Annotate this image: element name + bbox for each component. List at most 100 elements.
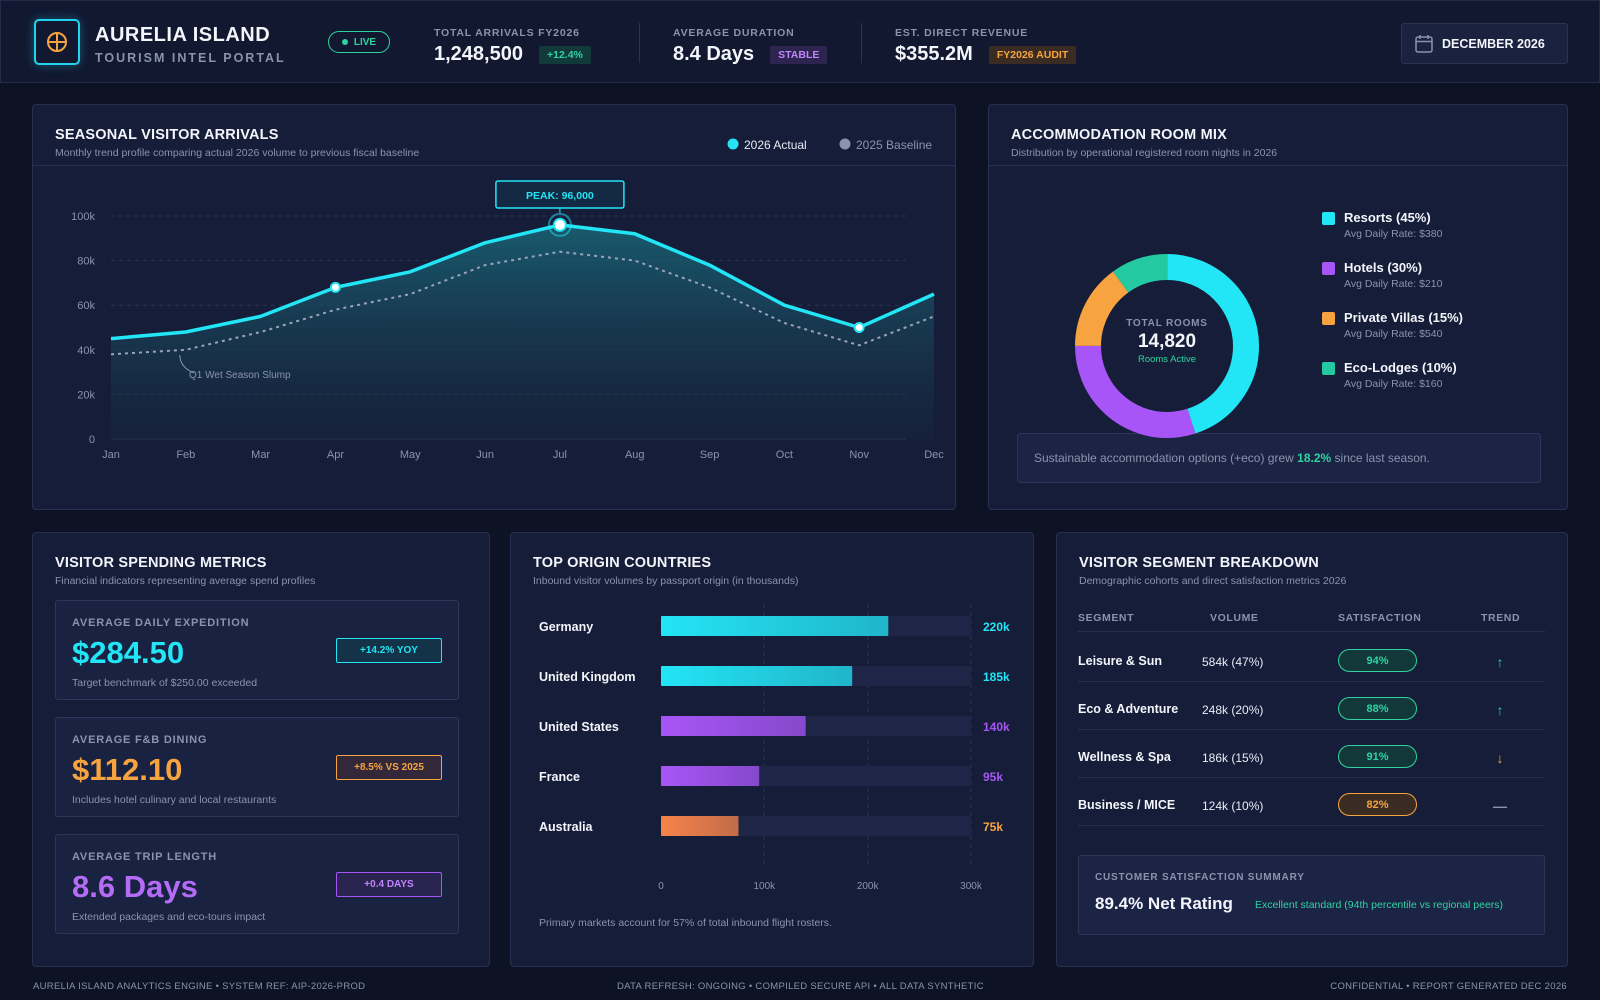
annotation-connector (179, 354, 195, 374)
x-tick-label: Feb (176, 449, 195, 461)
legend-rate: Avg Daily Rate: $380 (1344, 228, 1443, 240)
table-divider (1078, 631, 1545, 632)
bar-value-label: 75k (983, 820, 1003, 834)
data-point-marker (853, 322, 865, 333)
y-tick-label: 80k (77, 256, 95, 268)
legend-name: Private Villas (15%) (1344, 310, 1463, 325)
y-tick-label: 60k (77, 300, 95, 312)
col-header-volume: VOLUME (1210, 612, 1259, 624)
spend-card-daily-expedition: AVERAGE DAILY EXPEDITION $284.50 Target … (55, 600, 459, 700)
table-row-divider (1078, 825, 1545, 826)
x-tick-label: 100k (753, 881, 776, 892)
x-tick-label: Apr (327, 449, 344, 461)
country-label: United Kingdom (539, 670, 636, 684)
trend-down-icon: ↓ (1496, 750, 1504, 766)
legend-name: Hotels (30%) (1344, 260, 1423, 275)
y-tick-label: 20k (77, 389, 95, 401)
donut-slice-resorts (1075, 254, 1259, 438)
donut-center-value: 14,820 (1137, 331, 1197, 352)
donut-center: TOTAL ROOMS 14,820 Rooms Active (1117, 318, 1217, 365)
legend-dot-2025 (839, 138, 851, 150)
segment-name: Eco & Adventure (1078, 702, 1179, 716)
peak-callout-box (495, 180, 625, 209)
x-tick-label: Jan (102, 449, 120, 461)
table-row-divider (1078, 729, 1545, 730)
segment-name: Business / MICE (1078, 798, 1176, 812)
kpi-value: 8.4 Days (673, 43, 755, 65)
legend-name: Resorts (45%) (1344, 210, 1431, 225)
peak-halo (547, 212, 572, 237)
col-header-segment: SEGMENT (1078, 612, 1135, 624)
kpi-average-duration: AVERAGE DURATION 8.4 Days STABLE (673, 27, 828, 66)
country-label: United States (539, 720, 619, 734)
col-header-satisfaction: SATISFACTION (1338, 612, 1422, 624)
divider (861, 23, 862, 63)
compass-logo-icon (34, 19, 80, 65)
spend-label: AVERAGE DAILY EXPEDITION (72, 617, 250, 629)
spend-note: Extended packages and eco-tours impact (72, 911, 266, 923)
table-row-divider (1078, 777, 1545, 778)
x-tick-label: 200k (857, 881, 880, 892)
x-tick-label: 0 (658, 881, 664, 892)
trend-up-icon: ↑ (1496, 654, 1504, 670)
segment-volume: 248k (20%) (1202, 703, 1264, 717)
panel-title: VISITOR SEGMENT BREAKDOWN (1079, 555, 1319, 571)
bar-australia (661, 816, 739, 836)
country-label: Germany (539, 620, 593, 634)
brand-subtitle: TOURISM INTEL PORTAL (95, 51, 286, 65)
spend-card-trip-length: AVERAGE TRIP LENGTH 8.6 Days Extended pa… (55, 834, 459, 934)
bar-united-states (661, 716, 806, 736)
origins-panel: TOP ORIGIN COUNTRIES Inbound visitor vol… (510, 532, 1034, 967)
kpi-badge: STABLE (770, 45, 828, 64)
kpi-label: EST. DIRECT REVENUE (895, 27, 1029, 39)
note-highlight: 18.2% (1297, 451, 1332, 465)
footer-right: CONFIDENTIAL • REPORT GENERATED DEC 2026 (1330, 981, 1567, 992)
note-text: Sustainable accommodation options (+eco)… (1034, 451, 1298, 465)
bar-value-label: 185k (983, 670, 1010, 684)
satisfaction-badge: 91% (1338, 745, 1417, 768)
x-tick-label: Nov (849, 449, 869, 461)
panel-subtitle: Distribution by operational registered r… (1011, 147, 1278, 159)
legend-rate: Avg Daily Rate: $210 (1344, 278, 1443, 290)
kpi-badge: FY2026 AUDIT (988, 45, 1077, 64)
col-header-trend: TREND (1481, 612, 1521, 624)
segment-name: Wellness & Spa (1078, 750, 1171, 764)
x-tick-label: Mar (251, 449, 270, 461)
trend-flat-icon: — (1493, 798, 1507, 814)
kpi-label: TOTAL ARRIVALS FY2026 (434, 27, 580, 39)
footer-left: AURELIA ISLAND ANALYTICS ENGINE • SYSTEM… (33, 981, 366, 992)
origins-footnote: Primary markets account for 57% of total… (539, 917, 832, 929)
summary-value: 89.4% Net Rating (1095, 894, 1233, 913)
spend-badge: +14.2% YOY (336, 638, 442, 663)
bar-united-kingdom (661, 666, 853, 686)
footer-center: DATA REFRESH: ONGOING • COMPILED SECURE … (617, 981, 984, 992)
bar-germany (661, 616, 889, 636)
spend-value: $112.10 (72, 752, 183, 787)
peak-point-marker (552, 217, 567, 232)
date-selector-button[interactable]: DECEMBER 2026 (1401, 23, 1568, 64)
data-point-marker (329, 281, 341, 293)
panel-divider (989, 165, 1567, 166)
kpi-value: $355.2M (895, 43, 973, 65)
legend-label-2025: 2025 Baseline (856, 138, 932, 152)
top-header: AURELIA ISLAND TOURISM INTEL PORTAL LIVE… (0, 0, 1600, 83)
table-row-divider (1078, 681, 1545, 682)
panel-title: SEASONAL VISITOR ARRIVALS (55, 127, 279, 143)
x-tick-label: Oct (776, 449, 793, 461)
panel-subtitle: Monthly trend profile comparing actual 2… (55, 147, 420, 159)
country-label: Australia (539, 820, 594, 834)
spend-value: 8.6 Days (72, 869, 198, 904)
spend-note: Target benchmark of $250.00 exceeded (72, 677, 258, 689)
legend-swatch (1322, 312, 1335, 325)
eco-growth-note: Sustainable accommodation options (+eco)… (1017, 433, 1541, 483)
divider (639, 23, 640, 63)
spend-badge: +8.5% VS 2025 (336, 755, 442, 780)
date-label: DECEMBER 2026 (1442, 36, 1545, 51)
y-tick-label: 0 (89, 434, 95, 446)
legend-name: Eco-Lodges (10%) (1344, 360, 1457, 375)
x-tick-label: Sep (700, 449, 720, 461)
series-area-2026 (111, 224, 934, 439)
segment-volume: 186k (15%) (1202, 751, 1264, 765)
kpi-total-arrivals: TOTAL ARRIVALS FY2026 1,248,500 +12.4% (434, 27, 591, 66)
panel-title: VISITOR SPENDING METRICS (55, 555, 267, 571)
